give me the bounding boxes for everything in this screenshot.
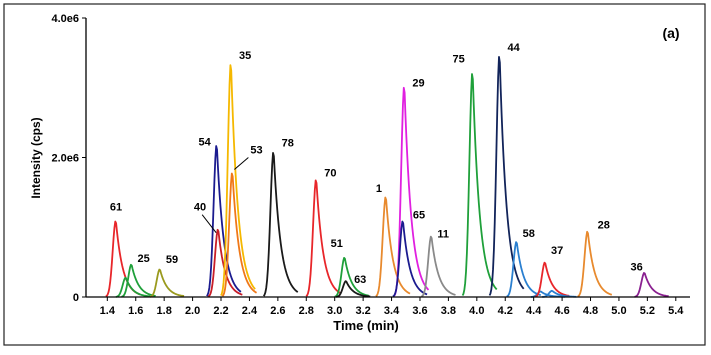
x-tick-label: 2.8 [299,305,314,317]
peak-trace [115,276,151,298]
peak-label: 58 [523,228,535,240]
peak-label: 36 [631,262,643,274]
x-tick-label: 4.2 [498,305,513,317]
y-tick-label: 0 [73,292,79,304]
peak-trace [221,172,258,297]
peak-label: 70 [324,167,336,179]
x-tick-label: 2.2 [213,305,228,317]
peak-trace [420,235,456,298]
peak-label: 78 [282,138,294,150]
peak-trace [392,220,428,298]
x-axis-ticks: 1.4 1.6 1.8 2.0 2.2 2.4 2.6 2.8 3.0 3.2 3.4 3.6 3.8 4… [100,297,684,317]
x-tick-label: 1.4 [100,305,116,317]
peak-label: 75 [453,53,465,65]
x-tick-label: 3.2 [355,305,370,317]
peak-trace [335,280,371,298]
x-axis-title: Time (min) [333,318,399,333]
peak-label: 53 [250,144,262,156]
peak-trace [206,145,242,297]
x-tick-label: 3.0 [327,305,342,317]
y-axis-ticks: 0 2.0e6 4.0e6 [51,13,86,304]
x-tick-label: 3.6 [412,305,427,317]
peak-labels-layer: 61 25 59 54 40 35 53 78 70 51 63 1 29 65 11 75 44 58 37 28 3… [110,42,643,286]
peak-trace [534,261,570,298]
x-tick-label: 4.6 [554,305,569,317]
x-tick-label: 4.8 [583,305,598,317]
x-tick-label: 1.8 [157,305,172,317]
y-axis-title: Intensity (cps) [29,117,43,198]
x-tick-label: 5.2 [640,305,655,317]
peak-trace [334,256,369,298]
peak-label: 11 [437,229,449,241]
peak-trace [461,73,498,296]
y-tick-label: 4.0e6 [51,13,79,25]
x-tick-label: 2.4 [242,305,258,317]
peak-label: 44 [508,42,521,54]
figure-border [3,3,706,346]
x-tick-label: 4.4 [526,305,542,317]
peak-label: 25 [137,253,149,265]
peak-label: 29 [412,77,424,89]
peak-label: 59 [166,254,178,266]
peak-trace [121,263,156,298]
x-tick-label: 2.6 [270,305,285,317]
peak-trace [220,64,256,296]
peak-trace [262,152,299,297]
peak-label: 63 [354,274,366,286]
x-tick-label: 1.6 [128,305,143,317]
peak-leader-line [201,214,217,233]
peak-label: 1 [376,183,382,195]
x-tick-label: 2.0 [185,305,200,317]
peak-trace [393,86,430,297]
peak-label: 61 [110,201,122,213]
x-tick-label: 3.4 [384,305,400,317]
peak-label: 37 [551,245,563,257]
peak-trace [488,55,525,296]
peaks-layer [105,55,669,298]
peak-label: 51 [331,238,343,250]
peak-trace [375,196,411,298]
peak-trace [207,228,243,298]
peak-label: 28 [598,220,610,232]
peak-trace [506,241,542,298]
y-tick-label: 2.0e6 [51,153,79,165]
peak-trace [149,268,185,298]
peak-trace [634,272,669,298]
peak-label: 54 [198,137,211,149]
peak-leader-line [234,157,249,170]
peak-label: 40 [194,202,206,214]
peak-trace [577,230,613,298]
x-tick-label: 5.4 [668,305,684,317]
x-tick-label: 4.0 [469,305,484,317]
peak-label: 65 [413,209,425,221]
x-tick-label: 3.8 [441,305,456,317]
panel-label: (a) [662,25,679,41]
peak-trace [305,179,341,297]
x-tick-label: 5.0 [611,305,626,317]
peak-label: 35 [239,50,251,62]
